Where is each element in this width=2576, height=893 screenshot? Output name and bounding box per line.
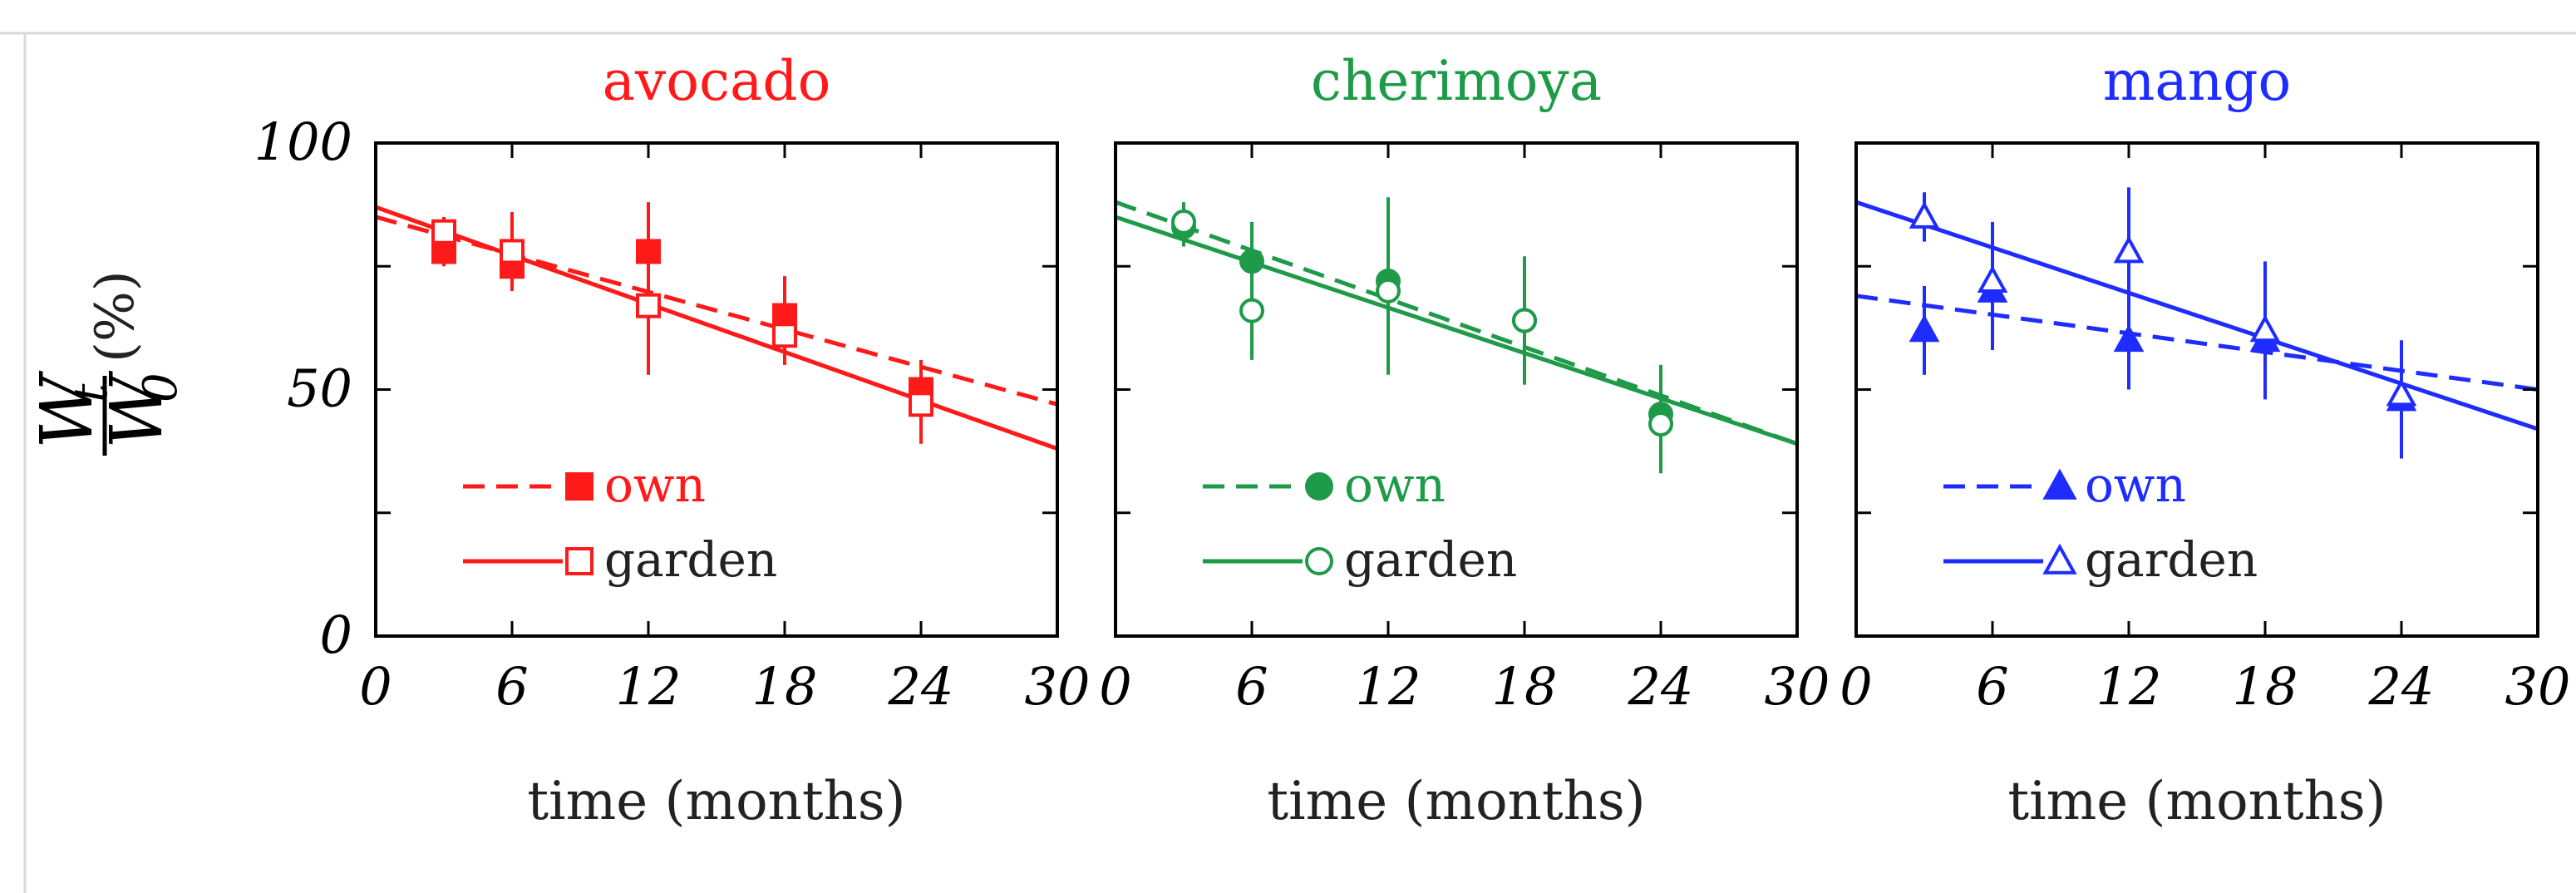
y-label-denominator-sub: 0 — [134, 372, 188, 402]
x-tick-label: 6 — [1235, 656, 1268, 717]
legend-marker-own — [565, 472, 594, 501]
data-point-garden — [1977, 264, 2008, 293]
x-tick-label: 12 — [2096, 656, 2162, 717]
fit-line-garden — [1856, 200, 2538, 432]
fit-line-garden — [1116, 215, 1797, 446]
legend-label-garden: garden — [604, 531, 777, 588]
y-label-unit: (%) — [85, 270, 146, 363]
x-tick-label: 18 — [2233, 656, 2298, 717]
y-label-numerator: W — [26, 370, 109, 449]
x-tick-label: 30 — [2505, 656, 2571, 717]
data-point-garden — [1171, 209, 1196, 234]
y-tick-label: 50 — [287, 358, 352, 419]
x-tick-label: 6 — [1976, 656, 2008, 717]
legend-marker-garden — [2042, 543, 2077, 575]
x-tick-label: 24 — [2368, 656, 2435, 717]
x-tick-label: 24 — [888, 656, 954, 717]
data-point-garden — [1376, 278, 1401, 303]
data-point-garden — [1239, 298, 1264, 323]
panel-mango: mango 0 6 12 18 24 30 time (months) own garden — [1840, 49, 2570, 832]
panel-title: avocado — [603, 49, 831, 113]
x-tick-label: 0 — [1840, 656, 1872, 717]
data-point-garden — [1909, 200, 1940, 229]
data-point-own — [1909, 314, 1940, 343]
x-tick-label: 12 — [616, 656, 682, 717]
data-point-garden — [772, 323, 797, 348]
data-point-garden — [636, 293, 661, 318]
data-point-garden — [2249, 314, 2281, 343]
fit-line-own — [1116, 200, 1797, 446]
fit-line-own — [1856, 294, 2538, 392]
x-tick-label: 12 — [1356, 656, 1421, 717]
x-tick-label: 18 — [1492, 656, 1558, 717]
panel-title: mango — [2103, 49, 2291, 113]
fit-line-garden — [376, 205, 1057, 451]
legend: own garden — [463, 456, 777, 588]
legend-marker-own — [1305, 472, 1333, 501]
legend-marker-own — [2042, 468, 2077, 500]
data-point-own — [2113, 324, 2145, 353]
panel-title: cherimoya — [1311, 49, 1602, 113]
data-point-garden — [2386, 378, 2417, 407]
y-tick-label: 100 — [254, 111, 352, 172]
legend-label-garden: garden — [2085, 531, 2258, 588]
data-point-garden — [500, 239, 525, 264]
data-point-garden — [2113, 235, 2145, 264]
x-tick-label: 30 — [1765, 656, 1830, 717]
x-tick-label: 0 — [359, 656, 392, 717]
data-point-garden — [909, 392, 933, 417]
x-tick-label: 6 — [495, 656, 528, 717]
y-tick-label: 0 — [320, 604, 352, 665]
y-axis-label: W t W 0 (%) — [26, 270, 188, 456]
data-point-garden — [1648, 412, 1673, 437]
y-label-denominator: W — [96, 370, 179, 449]
x-axis-label: time (months) — [1267, 771, 1645, 832]
legend-label-own: own — [1344, 456, 1446, 513]
legend-marker-garden — [1305, 547, 1333, 575]
data-point-garden — [431, 219, 456, 244]
legend-marker-garden — [565, 547, 594, 575]
panel-cherimoya: cherimoya 0 6 12 18 24 30 time (months) own garde… — [1099, 49, 1830, 832]
legend: own garden — [1943, 456, 2258, 588]
legend-label-own: own — [604, 456, 706, 513]
x-axis-label: time (months) — [2007, 771, 2386, 832]
x-tick-label: 18 — [752, 656, 818, 717]
x-axis-label: time (months) — [527, 771, 905, 832]
x-tick-label: 0 — [1099, 656, 1131, 717]
x-tick-label: 30 — [1025, 656, 1091, 717]
x-tick-label: 24 — [1628, 656, 1694, 717]
data-point-garden — [1512, 308, 1537, 333]
legend-label-own: own — [2085, 456, 2186, 513]
legend: own garden — [1203, 456, 1517, 588]
panel-avocado: avocado 0 6 12 18 24 30 0 50 100 time (months) own g… — [254, 49, 1091, 832]
legend-label-garden: garden — [1344, 531, 1517, 588]
